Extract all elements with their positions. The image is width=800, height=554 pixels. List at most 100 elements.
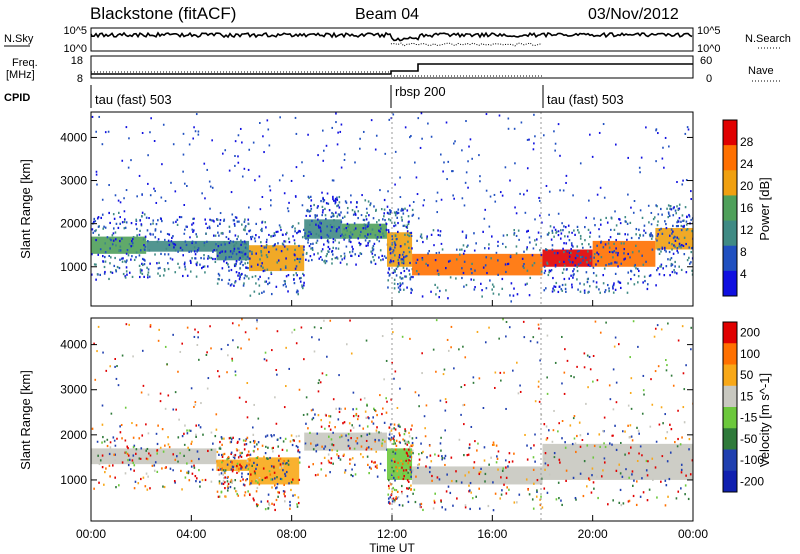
velocity-speckle bbox=[395, 439, 398, 442]
velocity-noise bbox=[516, 361, 518, 364]
power-speckle bbox=[374, 233, 377, 237]
power-speckle bbox=[393, 241, 396, 244]
power-speckle bbox=[383, 198, 386, 202]
power-speckle bbox=[673, 235, 676, 238]
power-speckle bbox=[324, 261, 327, 265]
velocity-noise bbox=[283, 459, 285, 462]
velocity-noise bbox=[690, 326, 693, 329]
power-speckle bbox=[135, 219, 138, 223]
power-speckle bbox=[677, 224, 679, 228]
velocity-noise bbox=[666, 364, 668, 367]
power-speckle bbox=[600, 240, 603, 243]
power-speckle bbox=[131, 244, 134, 247]
power-speckle bbox=[481, 289, 483, 292]
power-speckle bbox=[602, 273, 605, 277]
velocity-speckle bbox=[627, 500, 630, 503]
power-speckle bbox=[214, 234, 217, 237]
power-speckle bbox=[231, 250, 233, 253]
power-speckle bbox=[297, 222, 300, 225]
power-speckle bbox=[311, 258, 313, 262]
velocity-speckle bbox=[375, 429, 378, 432]
velocity-noise bbox=[421, 372, 423, 375]
power-noise bbox=[361, 194, 363, 197]
power-speckle bbox=[392, 249, 395, 252]
velocity-speckle bbox=[480, 467, 482, 470]
velocity-speckle bbox=[284, 472, 286, 476]
power-speckle bbox=[397, 261, 400, 264]
velocity-noise bbox=[404, 430, 407, 433]
velocity-speckle bbox=[221, 443, 223, 446]
velocity-speckle bbox=[230, 438, 233, 441]
power-speckle bbox=[332, 197, 334, 201]
power-speckle bbox=[389, 212, 391, 216]
power-noise bbox=[562, 189, 565, 192]
power-speckle bbox=[306, 236, 309, 239]
power-speckle bbox=[292, 235, 294, 238]
velocity-noise bbox=[147, 432, 150, 435]
power-speckle bbox=[551, 231, 554, 234]
velocity-noise bbox=[293, 328, 296, 331]
velocity-speckle bbox=[533, 482, 535, 485]
power-speckle bbox=[465, 234, 468, 237]
power-speckle bbox=[267, 277, 270, 280]
power-speckle bbox=[287, 290, 289, 293]
power-speckle bbox=[579, 261, 582, 265]
power-noise bbox=[138, 233, 141, 236]
power-speckle bbox=[498, 293, 500, 296]
velocity-speckle bbox=[242, 439, 245, 442]
velocity-speckle bbox=[441, 455, 443, 458]
power-noise bbox=[310, 243, 312, 246]
velocity-speckle bbox=[545, 425, 548, 428]
power-noise bbox=[690, 190, 692, 193]
power-speckle bbox=[548, 271, 550, 274]
velocity-speckle bbox=[215, 428, 218, 431]
power-speckle bbox=[678, 242, 681, 245]
power-speckle bbox=[388, 218, 390, 221]
power-speckle bbox=[146, 273, 149, 276]
velocity-speckle bbox=[309, 431, 311, 435]
velocity-noise bbox=[237, 346, 239, 349]
power-noise bbox=[153, 187, 155, 190]
power-noise bbox=[572, 194, 574, 197]
power-speckle bbox=[122, 257, 124, 260]
power-speckle bbox=[506, 233, 508, 237]
power-noise bbox=[263, 151, 265, 154]
power-noise bbox=[153, 140, 156, 143]
power-speckle bbox=[295, 265, 298, 268]
power-speckle bbox=[617, 251, 619, 255]
power-noise bbox=[323, 149, 325, 152]
velocity-noise bbox=[96, 350, 98, 353]
power-speckle bbox=[671, 270, 674, 274]
velocity-noise bbox=[358, 424, 361, 427]
velocity-speckle bbox=[135, 452, 137, 455]
velocity-speckle bbox=[329, 471, 331, 474]
power-speckle bbox=[242, 250, 245, 253]
power-speckle bbox=[204, 218, 206, 221]
velocity-speckle bbox=[243, 484, 246, 487]
velocity-speckle bbox=[279, 466, 281, 469]
power-speckle bbox=[108, 277, 110, 281]
power-noise bbox=[266, 238, 268, 241]
velocity-speckle bbox=[328, 448, 331, 452]
power-speckle bbox=[315, 214, 317, 217]
power-noise bbox=[125, 126, 128, 129]
power-speckle bbox=[349, 231, 352, 234]
velocity-speckle bbox=[274, 508, 276, 512]
power-noise bbox=[182, 170, 184, 173]
velocity-noise bbox=[210, 347, 212, 350]
power-noise bbox=[270, 199, 272, 202]
velocity-speckle bbox=[223, 437, 225, 440]
velocity-speckle bbox=[387, 479, 390, 482]
velocity-speckle bbox=[681, 436, 683, 439]
power-noise bbox=[186, 184, 188, 187]
velocity-noise bbox=[581, 439, 584, 442]
velocity-speckle bbox=[161, 428, 164, 431]
velocity-speckle bbox=[298, 478, 301, 482]
power-speckle bbox=[673, 244, 675, 247]
power-speckle bbox=[212, 234, 215, 237]
power-speckle bbox=[549, 225, 552, 228]
velocity-noise bbox=[612, 408, 615, 411]
velocity-speckle bbox=[222, 473, 224, 476]
velocity-noise bbox=[637, 345, 639, 348]
velocity-speckle bbox=[224, 476, 227, 479]
